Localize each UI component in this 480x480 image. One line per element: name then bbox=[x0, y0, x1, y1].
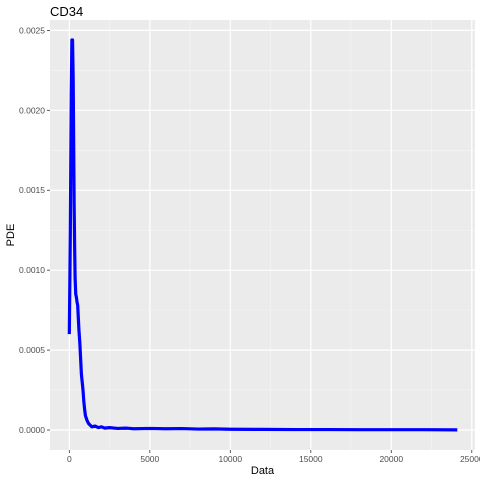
y-tick-label: 0.0020 bbox=[19, 105, 45, 115]
y-tick-label: 0.0010 bbox=[19, 265, 45, 275]
chart-title: CD34 bbox=[50, 4, 83, 19]
plot-panel bbox=[50, 20, 475, 450]
y-tick-label: 0.0005 bbox=[19, 345, 45, 355]
series-line bbox=[67, 38, 458, 432]
y-tick-label: 0.0025 bbox=[19, 25, 45, 35]
y-tick-label: 0.0015 bbox=[19, 185, 45, 195]
series-layer bbox=[67, 38, 458, 432]
x-tick-label: 15000 bbox=[299, 454, 323, 464]
x-tick-label: 25000 bbox=[460, 454, 480, 464]
x-axis: 0 5000 10000 15000 20000 25000 bbox=[67, 450, 480, 464]
x-tick-label: 5000 bbox=[140, 454, 159, 464]
x-tick-label: 0 bbox=[67, 454, 72, 464]
y-axis-title: PDE bbox=[5, 224, 17, 247]
x-axis-title: Data bbox=[251, 465, 275, 477]
x-tick-label: 20000 bbox=[379, 454, 403, 464]
grid-minor bbox=[50, 20, 475, 450]
x-tick-label: 10000 bbox=[218, 454, 242, 464]
y-tick-label: 0.0000 bbox=[19, 425, 45, 435]
y-axis: 0.0000 0.0005 0.0010 0.0015 0.0020 0.0025 bbox=[19, 25, 50, 435]
